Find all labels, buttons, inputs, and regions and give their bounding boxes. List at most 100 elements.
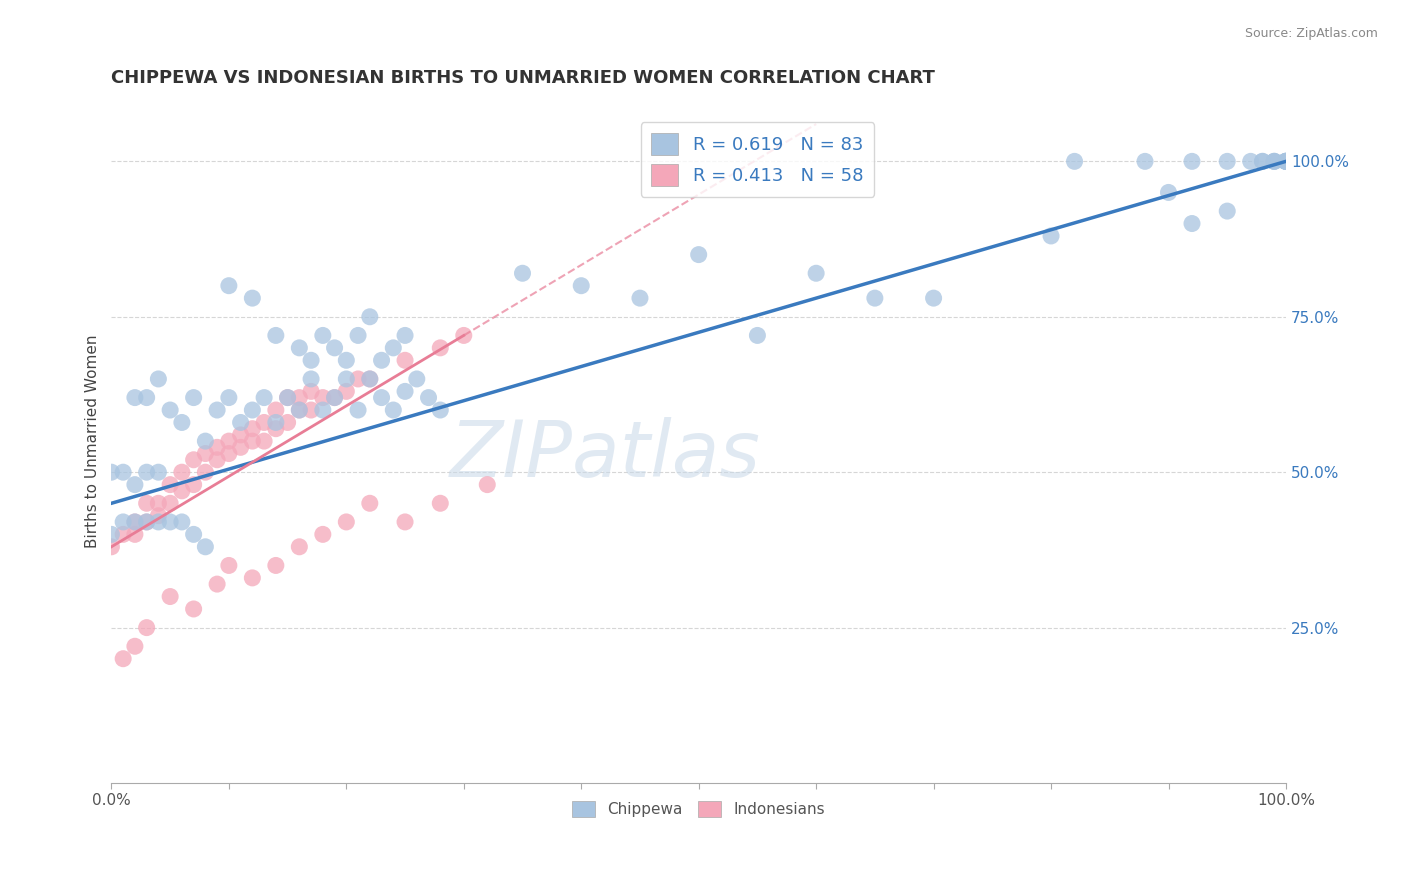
Point [359,310,381,324]
Point [100,540,122,554]
Point [1263,154,1285,169]
Point [135,515,157,529]
Point [218,434,240,449]
Point [159,590,181,604]
Point [205,577,228,591]
Point [205,403,228,417]
Point [299,353,322,368]
Point [382,403,405,417]
Point [1251,154,1274,169]
Legend: Chippewa, Indonesians: Chippewa, Indonesians [567,795,831,823]
Point [429,496,451,510]
Point [1275,154,1298,169]
Point [264,403,287,417]
Point [688,247,710,261]
Point [170,483,193,498]
Point [135,515,157,529]
Point [747,328,769,343]
Point [135,465,157,479]
Point [299,403,322,417]
Point [1251,154,1274,169]
Point [277,391,299,405]
Point [159,403,181,417]
Point [1216,204,1239,219]
Point [183,527,205,541]
Point [477,477,499,491]
Point [323,341,346,355]
Point [394,384,416,399]
Point [124,515,146,529]
Y-axis label: Births to Unmarried Women: Births to Unmarried Women [86,334,100,548]
Point [512,266,534,280]
Point [159,496,181,510]
Point [112,527,135,541]
Point [1263,154,1285,169]
Point [863,291,886,305]
Point [1240,154,1263,169]
Point [347,328,370,343]
Point [240,291,263,305]
Point [335,372,357,386]
Point [112,515,135,529]
Point [1040,229,1063,244]
Point [277,391,299,405]
Point [569,278,592,293]
Point [394,515,416,529]
Point [100,465,122,479]
Point [229,428,252,442]
Point [405,372,427,386]
Point [229,416,252,430]
Point [1181,217,1204,231]
Point [159,477,181,491]
Point [124,640,146,654]
Point [312,328,335,343]
Point [628,291,651,305]
Point [218,558,240,573]
Point [312,403,335,417]
Point [1275,154,1298,169]
Point [170,515,193,529]
Point [394,328,416,343]
Point [299,384,322,399]
Point [264,422,287,436]
Point [229,440,252,454]
Point [135,391,157,405]
Text: Source: ZipAtlas.com: Source: ZipAtlas.com [1244,27,1378,40]
Point [394,353,416,368]
Point [335,515,357,529]
Point [804,266,827,280]
Point [218,391,240,405]
Point [323,391,346,405]
Point [218,446,240,460]
Point [277,416,299,430]
Text: CHIPPEWA VS INDONESIAN BIRTHS TO UNMARRIED WOMEN CORRELATION CHART: CHIPPEWA VS INDONESIAN BIRTHS TO UNMARRI… [111,69,935,87]
Point [194,434,217,449]
Point [922,291,945,305]
Point [429,341,451,355]
Point [124,515,146,529]
Point [1275,154,1298,169]
Point [312,527,335,541]
Point [1133,154,1156,169]
Point [418,391,440,405]
Point [1275,154,1298,169]
Point [1216,154,1239,169]
Point [253,416,276,430]
Point [183,452,205,467]
Point [1275,154,1298,169]
Point [240,403,263,417]
Point [135,496,157,510]
Point [205,440,228,454]
Point [253,391,276,405]
Point [253,434,276,449]
Point [1275,154,1298,169]
Point [370,391,392,405]
Point [170,416,193,430]
Point [135,621,157,635]
Point [359,372,381,386]
Point [370,353,392,368]
Point [240,571,263,585]
Point [194,465,217,479]
Point [112,465,135,479]
Point [288,341,311,355]
